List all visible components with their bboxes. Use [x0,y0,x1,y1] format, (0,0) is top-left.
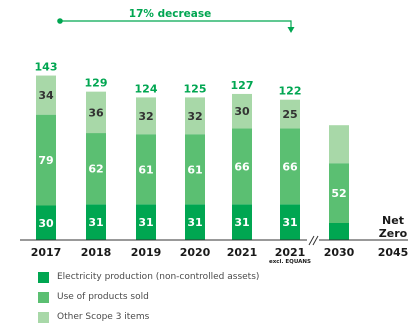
bar-segment-use-of-products-sold-2 [136,134,156,205]
decrease-annotation: 17% decrease [57,8,295,33]
bar-segment-electricity-production-non-controlled-assets-5 [280,204,300,240]
legend: Electricity production (non-controlled a… [38,267,259,327]
bars-layer [36,75,349,240]
legend-item-other: Other Scope 3 items [38,307,259,327]
bar-segment-use-of-products-sold-3 [185,134,205,205]
x-tick-label-7: 2045 [378,246,409,259]
value-label-other-scope-3-items-1: 36 [88,106,104,119]
total-label-0: 143 [35,61,58,74]
value-label-use-of-products-sold-2: 61 [138,163,153,176]
value-label-use-of-products-sold-5: 66 [282,160,298,173]
legend-label-products: Use of products sold [57,292,149,302]
bar-segment-use-of-products-sold-0 [36,114,56,206]
legend-label-other: Other Scope 3 items [57,312,150,322]
total-label-3: 125 [184,82,207,95]
bar-segment-products-2030 [329,163,349,223]
value-label-other-scope-3-items-0: 34 [38,89,54,102]
value-label-electricity-production-non-controlled-assets-1: 31 [88,216,103,229]
x-tick-label-2: 2019 [131,246,162,259]
value-label-electricity-production-non-controlled-assets-2: 31 [138,216,153,229]
total-label-1: 129 [85,77,108,90]
legend-swatch-electricity [38,271,49,283]
bar-segment-other-scope-3-items-3 [185,97,205,135]
bar-segment-electricity-production-non-controlled-assets-0 [36,205,56,240]
value-label-other-scope-3-items-4: 30 [234,105,250,118]
bar-segment-use-of-products-sold-4 [232,128,252,205]
legend-item-electricity: Electricity production (non-controlled a… [38,267,259,287]
total-label-2: 124 [135,82,158,95]
x-tick-label-3: 2020 [180,246,211,259]
value-label-electricity-production-non-controlled-assets-5: 31 [282,216,297,229]
bar-segment-use-of-products-sold-5 [280,128,300,205]
bar-segment-electricity-2030 [329,223,349,240]
legend-swatch-other [38,311,49,323]
value-label-other-scope-3-items-5: 25 [282,108,297,121]
value-label-use-of-products-sold-4: 66 [234,160,250,173]
value-label-other-scope-3-items-2: 32 [138,110,153,123]
value-label-products-2030: 52 [331,187,346,200]
x-tick-label-6: 2030 [324,246,355,259]
bar-segment-other-scope-3-items-4 [232,93,252,129]
bar-segment-electricity-production-non-controlled-assets-1 [86,204,106,240]
x-tick-sublabel-5: excl. EQUANS [269,259,311,265]
bar-segment-other-scope-3-items-2 [136,97,156,135]
net-zero-label-line1: Net [382,214,404,227]
legend-swatch-products [38,291,49,303]
annotation-arrowhead [287,27,295,33]
bar-segment-other-2030 [329,125,349,164]
value-labels-layer: 30 79 34 143 31 62 36 129 31 61 32 124 31 61 32 125 31 66… [35,61,347,230]
total-label-4: 127 [231,79,254,92]
value-label-electricity-production-non-controlled-assets-4: 31 [234,216,249,229]
net-zero-label-line2: Zero [379,227,408,240]
bar-segment-electricity-production-non-controlled-assets-4 [232,204,252,240]
x-tick-label-4: 2021 [227,246,258,259]
bar-segment-other-scope-3-items-1 [86,91,106,134]
value-label-use-of-products-sold-3: 61 [187,163,202,176]
bar-segment-electricity-production-non-controlled-assets-3 [185,204,205,240]
x-tick-label-5: 2021 [275,246,306,259]
legend-label-electricity: Electricity production (non-controlled a… [57,272,260,282]
value-label-electricity-production-non-controlled-assets-3: 31 [187,216,202,229]
annotation-text: 17% decrease [129,8,211,20]
value-label-use-of-products-sold-1: 62 [88,163,103,176]
x-tick-label-0: 2017 [31,246,62,259]
bar-segment-electricity-production-non-controlled-assets-2 [136,204,156,240]
value-label-electricity-production-non-controlled-assets-0: 30 [38,217,54,230]
bar-segment-other-scope-3-items-5 [280,99,300,129]
x-tick-label-1: 2018 [81,246,112,259]
annotation-connector [60,20,292,29]
bar-segment-use-of-products-sold-1 [86,133,106,205]
bar-segment-other-scope-3-items-0 [36,75,56,115]
legend-item-products: Use of products sold [38,287,259,307]
total-label-5: 122 [279,85,302,98]
axis-break-mark [307,234,319,246]
value-label-use-of-products-sold-0: 79 [38,154,53,167]
value-label-other-scope-3-items-3: 32 [187,110,202,123]
